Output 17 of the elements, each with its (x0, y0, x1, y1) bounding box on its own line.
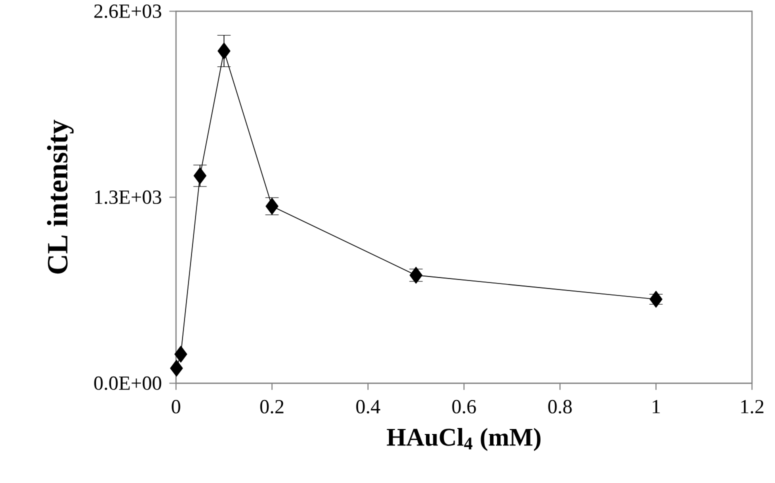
point (650, 290, 662, 308)
point (194, 167, 206, 184)
y-tick-label: 1.3E+03 (95, 190, 162, 204)
y-tick-label: 0.0E+00 (94, 376, 162, 390)
point (218, 42, 230, 60)
y-tick-label: 2.6E+03 (94, 4, 162, 18)
x-tick-label: 1 (652, 400, 660, 414)
x-tick-label: 0.8 (548, 400, 572, 414)
x-tick-label: 0.4 (356, 400, 380, 414)
y-axis-title: CL intensity (46, 120, 74, 274)
x-tick-label: 0 (172, 400, 180, 414)
x-tick-label: 0.2 (260, 400, 284, 414)
x-axis-title: HAuCl$_{4}$ (mM) (386, 428, 540, 451)
point (174, 346, 188, 362)
point (170, 360, 183, 376)
x-tick-label: 0.6 (452, 400, 476, 414)
x-tick-label: 1.2 (741, 400, 764, 414)
